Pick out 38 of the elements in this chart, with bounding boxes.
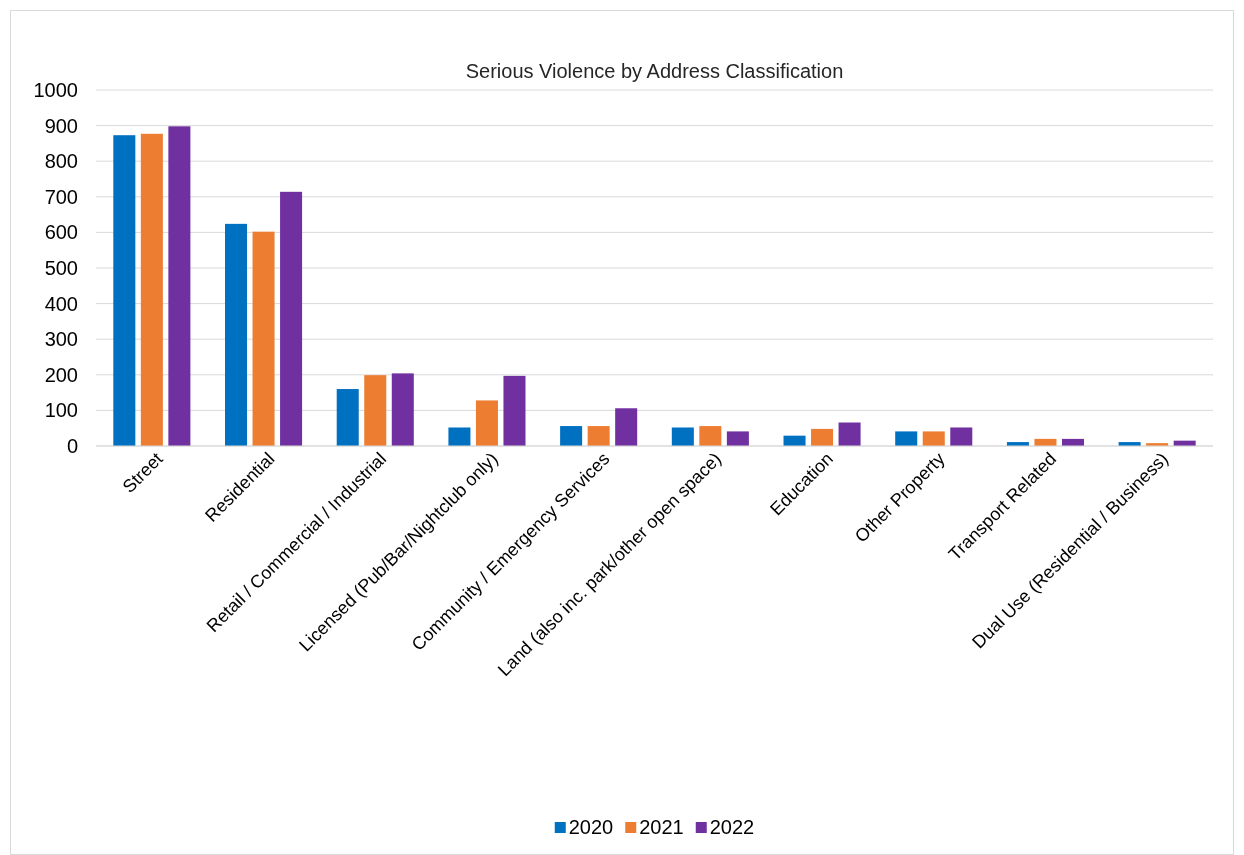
bar — [726, 431, 749, 446]
bar — [391, 373, 414, 446]
y-tick-label: 700 — [44, 185, 78, 208]
legend-label: 2022 — [709, 816, 755, 838]
bar — [252, 231, 275, 446]
y-tick-label: 900 — [44, 114, 78, 137]
bar — [336, 389, 359, 446]
bar — [140, 133, 163, 446]
bar — [503, 375, 526, 446]
legend-label: 2020 — [568, 816, 614, 838]
bar — [895, 431, 918, 446]
bar — [168, 126, 191, 446]
bar — [225, 223, 248, 446]
bar — [364, 375, 387, 446]
bar — [475, 400, 498, 446]
bar — [448, 427, 471, 446]
bar — [838, 422, 861, 446]
bar — [922, 431, 945, 446]
legend-label: 2021 — [639, 816, 684, 838]
bar — [811, 428, 834, 446]
bar — [587, 426, 610, 446]
y-tick-label: 200 — [44, 363, 78, 386]
bar — [950, 427, 973, 446]
y-tick-label: 300 — [44, 328, 78, 351]
bar — [560, 426, 583, 446]
y-tick-label: 500 — [44, 256, 78, 279]
bar — [699, 426, 722, 446]
y-tick-label: 600 — [44, 221, 78, 244]
bar — [280, 191, 303, 446]
y-tick-label: 800 — [44, 150, 78, 173]
y-tick-label: 1000 — [33, 78, 78, 101]
bar — [113, 135, 136, 446]
chart-title: Serious Violence by Address Classification — [465, 60, 844, 82]
y-tick-label: 100 — [44, 399, 78, 422]
bar — [615, 408, 638, 446]
y-tick-label: 400 — [44, 292, 78, 315]
bar — [671, 427, 694, 446]
y-tick-label: 0 — [66, 434, 78, 457]
